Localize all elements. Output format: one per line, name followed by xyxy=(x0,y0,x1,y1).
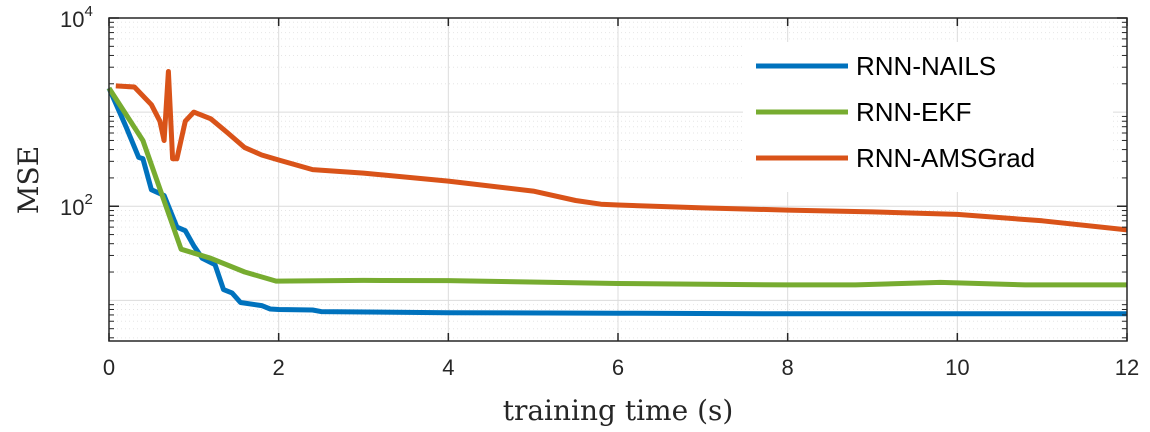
legend-label: RNN-NAILS xyxy=(856,51,996,81)
x-axis-title: training time (s) xyxy=(503,394,734,427)
x-axis: 0 2 4 6 8 10 12 xyxy=(103,18,1139,380)
x-tick-label: 2 xyxy=(273,355,285,380)
y-axis: 102 104 xyxy=(60,3,1127,339)
legend-label: RNN-AMSGrad xyxy=(856,143,1035,173)
x-tick-label: 8 xyxy=(782,355,794,380)
series-lines xyxy=(106,69,1128,317)
legend: RNN-NAILS RNN-EKF RNN-AMSGrad xyxy=(743,42,1113,192)
series-line-rnn-amsgrad xyxy=(115,69,1128,233)
y-tick-label: 104 xyxy=(60,3,93,32)
series-line-rnn-ekf xyxy=(106,86,1127,288)
x-tick-label: 6 xyxy=(612,355,624,380)
series-line-rnn-nails xyxy=(106,87,1127,317)
x-tick-label: 4 xyxy=(442,355,454,380)
x-tick-label: 12 xyxy=(1115,355,1139,380)
y-tick-label: 102 xyxy=(60,191,93,220)
x-tick-label: 10 xyxy=(945,355,969,380)
x-tick-label: 0 xyxy=(103,355,115,380)
legend-label: RNN-EKF xyxy=(856,97,972,127)
y-axis-title: MSE xyxy=(12,146,45,214)
